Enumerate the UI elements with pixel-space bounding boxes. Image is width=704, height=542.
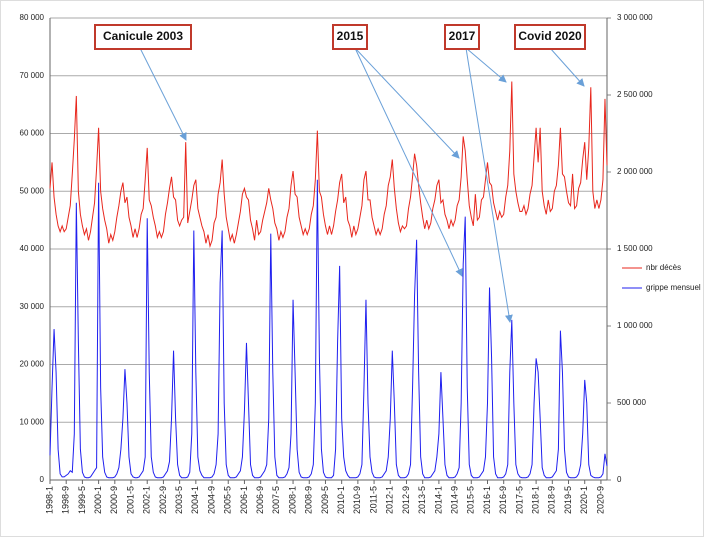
- x-tick-label: 2000-9: [109, 486, 119, 514]
- x-tick-label: 2020-9: [595, 486, 605, 514]
- x-tick-label: 2010-1: [336, 486, 346, 514]
- x-tick-label: 2017-5: [514, 486, 524, 514]
- x-tick-label: 1998-1: [44, 486, 54, 514]
- x-tick-label: 2005-5: [223, 486, 233, 514]
- plot: 0 10 000 20 000 30 000 40 000 50 000 60 000 70 …: [20, 13, 701, 514]
- x-tick-label: 2008-9: [304, 486, 314, 514]
- x-tick-label: 2014-9: [449, 486, 459, 514]
- x-tick-label: 2006-9: [255, 486, 265, 514]
- x-tick-label: 2012-1: [385, 486, 395, 514]
- x-tick-label: 2014-1: [433, 486, 443, 514]
- x-tick-label: 2018-9: [547, 486, 557, 514]
- legend-label: nbr décès: [646, 263, 681, 272]
- x-tick-label: 2000-1: [93, 486, 103, 514]
- arrow: [354, 47, 463, 277]
- x-tick-label: 2010-9: [352, 486, 362, 514]
- x-tick-label: 2007-5: [271, 486, 281, 514]
- annotation-box: [332, 24, 368, 50]
- arrow: [465, 47, 513, 323]
- x-tick-label: 2002-1: [142, 486, 152, 514]
- x-tick-label: 2008-1: [287, 486, 297, 514]
- y-tick-label: 60 000: [20, 129, 45, 138]
- y-tick-label: 80 000: [20, 13, 45, 22]
- x-tick-label: 2004-9: [206, 486, 216, 514]
- y-tick-label: 50 000: [20, 186, 45, 195]
- x-tick-label: 2001-5: [125, 486, 135, 514]
- y-tick-label: 40 000: [20, 244, 45, 253]
- annotation-arrows: [139, 47, 585, 323]
- legend-label: grippe mensuel: [646, 283, 701, 292]
- annotation-box: [514, 24, 586, 50]
- x-tick-label: 2016-1: [482, 486, 492, 514]
- annotation: Covid 2020: [518, 29, 582, 43]
- arrow: [139, 47, 187, 141]
- y2-tick-label: 2 000 000: [617, 167, 653, 176]
- arrow: [354, 47, 460, 159]
- series-line: [49, 179, 608, 479]
- annotation-box: [444, 24, 480, 50]
- y2-tick-label: 3 000 000: [617, 13, 653, 22]
- y-tick-label: 0: [40, 475, 45, 484]
- y2-tick-label: 500 000: [617, 398, 646, 407]
- x-tick-label: 2009-5: [320, 486, 330, 514]
- y-tick-label: 30 000: [20, 302, 45, 311]
- y2-tick-label: 1 000 000: [617, 321, 653, 330]
- x-tick-label: 2004-1: [190, 486, 200, 514]
- x-tick-label: 2013-5: [417, 486, 427, 514]
- annotation: 2015: [337, 29, 364, 43]
- x-tick-label: 2018-1: [530, 486, 540, 514]
- x-tick-label: 1999-5: [77, 486, 87, 514]
- y2-tick-label: 2 500 000: [617, 90, 653, 99]
- x-tick-label: 2003-5: [174, 486, 184, 514]
- x-tick-label: 2002-9: [158, 486, 168, 514]
- x-tick-label: 2011-5: [368, 486, 378, 513]
- y-tick-label: 70 000: [20, 71, 45, 80]
- x-tick-label: 2015-5: [466, 486, 476, 514]
- annotation: Canicule 2003: [103, 29, 183, 43]
- annotation-box: [94, 24, 192, 50]
- x-tick-label: 2012-9: [401, 486, 411, 514]
- arrow: [549, 47, 585, 87]
- y-tick-label: 10 000: [20, 417, 45, 426]
- x-tick-label: 1998-9: [61, 486, 71, 514]
- arrow: [465, 47, 507, 83]
- x-tick-label: 2016-9: [498, 486, 508, 514]
- annotation: 2017: [449, 29, 476, 43]
- y2-tick-label: 0: [617, 475, 622, 484]
- y-tick-label: 20 000: [20, 360, 45, 369]
- x-tick-label: 2020-1: [579, 486, 589, 514]
- series-line: [49, 81, 608, 249]
- x-tick-label: 2006-1: [239, 486, 249, 514]
- x-tick-label: 2019-5: [563, 486, 573, 514]
- y2-tick-label: 1 500 000: [617, 244, 653, 253]
